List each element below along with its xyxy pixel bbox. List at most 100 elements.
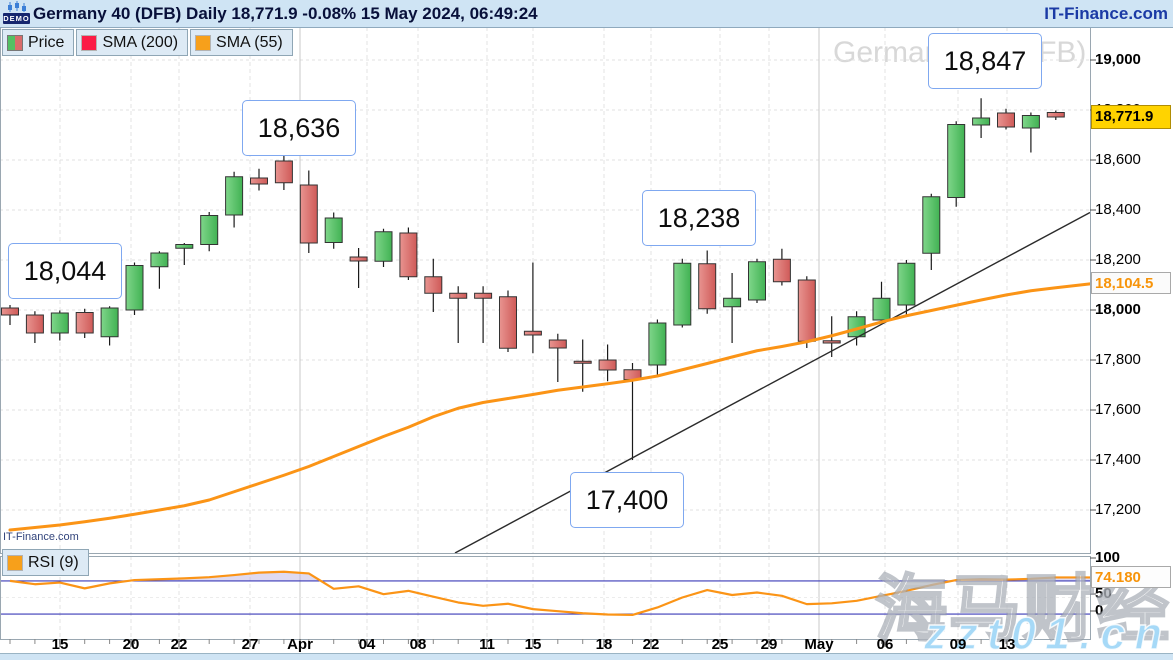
legend-sma200-label: SMA (200) [102, 33, 179, 51]
candle-up[interactable] [125, 265, 144, 311]
candle-down[interactable] [997, 112, 1015, 128]
time-axis-label: Apr [287, 636, 313, 653]
candle-down[interactable] [424, 276, 443, 294]
pane-brand-watermark: IT-Finance.com [3, 531, 79, 543]
candle-up[interactable] [947, 124, 966, 198]
time-axis-label: 13 [998, 636, 1016, 653]
rsi-pane-border [0, 556, 1091, 640]
candle-down[interactable] [75, 312, 94, 334]
time-axis-label: 22 [642, 636, 660, 653]
legend-rsi[interactable]: RSI (9) [2, 549, 89, 576]
time-axis-label: 22 [170, 636, 188, 653]
candle-down[interactable] [797, 279, 816, 342]
candle-up[interactable] [723, 297, 742, 308]
annotation-callout[interactable]: 18,238 [642, 190, 756, 246]
sma55-swatch-icon [195, 34, 212, 51]
candlestick-series[interactable] [1, 98, 1065, 460]
rsi-line[interactable] [9, 570, 1090, 617]
candle-down[interactable] [25, 314, 44, 334]
candle-down[interactable] [698, 263, 717, 310]
candle-down[interactable] [1, 307, 19, 316]
legend-price-label: Price [28, 33, 65, 51]
rsi-overbought-fill [10, 571, 1090, 581]
price-axis-label: 17,200 [1095, 501, 1141, 518]
demo-mode-badge: DEMO [3, 13, 30, 24]
time-axis-label: 20 [122, 636, 140, 653]
price-pane-border [0, 27, 1091, 554]
legend-row: Price SMA (200) SMA (55) [2, 29, 293, 56]
time-axis-label: 11 [479, 636, 495, 653]
candle-up[interactable] [648, 322, 667, 366]
candle-up[interactable] [374, 231, 393, 262]
candle-down[interactable] [349, 256, 368, 262]
candle-down[interactable] [399, 232, 418, 278]
candle-down[interactable] [523, 330, 542, 336]
candle-down[interactable] [573, 360, 592, 364]
price-axis-label: 19,000 [1095, 51, 1141, 68]
candle-down[interactable] [250, 177, 268, 185]
price-axis-label: 17,400 [1095, 451, 1141, 468]
time-axis-label: 09 [949, 636, 967, 653]
candle-down[interactable] [548, 339, 567, 349]
price-axis-label: 17,600 [1095, 401, 1141, 418]
price-axis-label: 17,800 [1095, 351, 1141, 368]
sma55-line[interactable] [8, 282, 1092, 532]
rsi-value-badge: 74.180 [1091, 566, 1171, 588]
candle-up[interactable] [748, 261, 766, 301]
candle-up[interactable] [1021, 115, 1040, 129]
candle-down[interactable] [772, 258, 791, 283]
candle-down[interactable] [474, 292, 493, 299]
time-axis-label: 08 [409, 636, 427, 653]
time-axis-label: 06 [876, 636, 894, 653]
rsi-axis-label: 0 [1095, 602, 1104, 619]
candle-up[interactable] [872, 297, 891, 321]
site-watermark-url: zzt01.cn [923, 607, 1171, 660]
annotation-callout[interactable]: 17,400 [570, 472, 684, 528]
candle-down[interactable] [449, 292, 468, 299]
candle-down[interactable] [299, 184, 318, 244]
header-bar: Germany 40 (DFB) Daily 18,771.9 -0.08% 1… [0, 0, 1173, 28]
candle-up[interactable] [897, 262, 916, 306]
sma200-swatch-icon [81, 34, 98, 51]
time-axis-label: 18 [595, 636, 613, 653]
candle-up[interactable] [100, 307, 119, 338]
candle-up[interactable] [324, 217, 343, 243]
price-axis-label: 18,200 [1095, 251, 1141, 268]
candle-down[interactable] [822, 340, 841, 344]
legend-rsi-label: RSI (9) [28, 553, 79, 571]
brand-link[interactable]: IT-Finance.com [1044, 4, 1168, 23]
candlestick-logo-icon [8, 1, 26, 12]
candle-up[interactable] [150, 252, 169, 268]
price-swatch-icon [7, 34, 23, 51]
legend-sma55-label: SMA (55) [216, 33, 283, 51]
candle-down[interactable] [274, 160, 293, 184]
instrument-title: Germany 40 (DFB) Daily 18,771.9 -0.08% 1… [33, 4, 538, 23]
legend-price[interactable]: Price [2, 29, 75, 56]
sma55-value-badge: 18,104.5 [1091, 272, 1171, 294]
candle-up[interactable] [225, 176, 244, 216]
price-axis-label: 18,400 [1095, 201, 1141, 218]
time-axis-label: 15 [524, 636, 542, 653]
rsi-axis-label: 100 [1095, 549, 1121, 566]
last-price-badge: 18,771.9 [1091, 105, 1171, 129]
candle-down[interactable] [499, 296, 517, 349]
trend-line[interactable] [454, 211, 1091, 554]
price-axis-strip [1091, 27, 1173, 653]
candle-up[interactable] [673, 262, 692, 326]
candle-up[interactable] [175, 244, 194, 249]
annotation-callout[interactable]: 18,044 [8, 243, 122, 299]
candle-up[interactable] [922, 196, 941, 254]
candle-up[interactable] [972, 117, 991, 126]
candle-down[interactable] [1046, 112, 1065, 118]
time-axis-label: 15 [51, 636, 69, 653]
candle-up[interactable] [50, 312, 69, 334]
legend-sma200[interactable]: SMA (200) [76, 29, 189, 56]
legend-sma55[interactable]: SMA (55) [190, 29, 293, 56]
candle-down[interactable] [598, 359, 617, 371]
annotation-callout[interactable]: 18,847 [928, 33, 1042, 89]
candle-up[interactable] [200, 215, 219, 245]
rsi-swatch-icon [7, 554, 23, 571]
annotation-callout[interactable]: 18,636 [242, 100, 356, 156]
